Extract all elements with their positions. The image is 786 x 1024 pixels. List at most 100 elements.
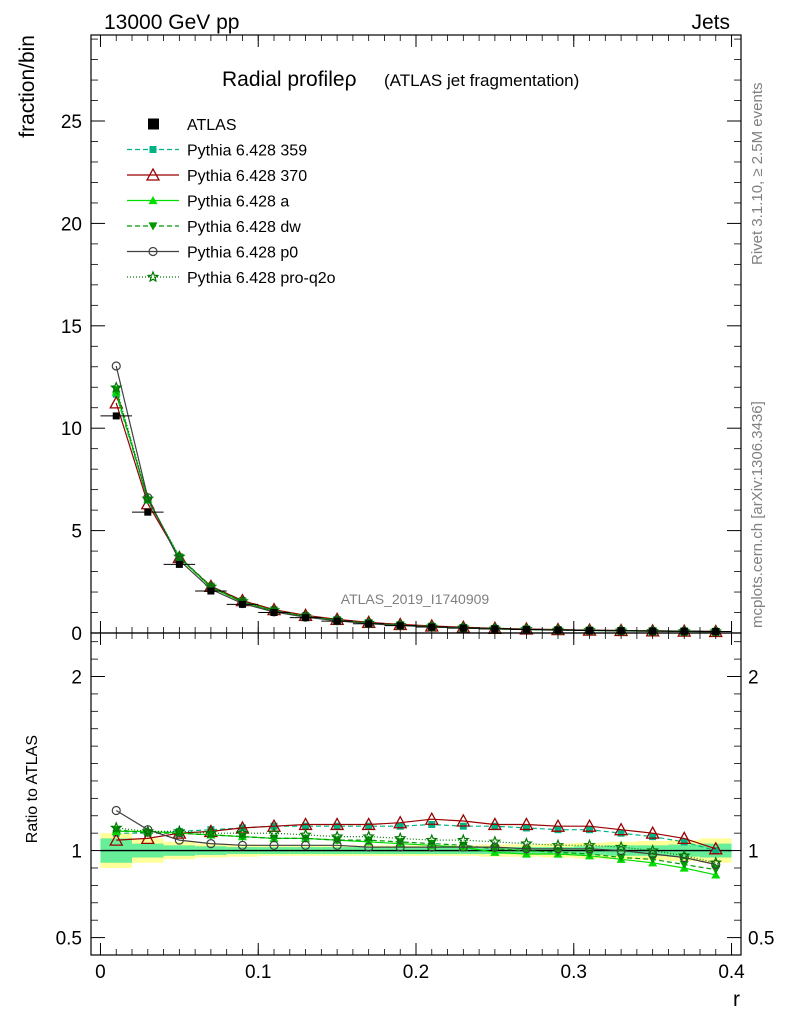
ratio-data-point	[458, 842, 468, 852]
ratio-data-point	[711, 859, 721, 870]
legend-entry: ATLAS	[148, 117, 237, 134]
legend-label: Pythia 6.428 p0	[187, 245, 298, 262]
ratio-data-point	[330, 829, 344, 843]
ratio-series-p370	[109, 811, 723, 855]
ratio-data-point	[522, 824, 530, 832]
ratio-data-point	[582, 818, 597, 832]
ratio-data-point	[332, 840, 342, 850]
header-energy-label: 13000 GeV pp	[104, 11, 239, 34]
ratio-data-point	[330, 817, 345, 831]
ratio-y-axis-label: Ratio to ATLAS	[24, 735, 41, 843]
ratio-data-point	[236, 826, 249, 839]
ratio-data-point	[300, 840, 311, 850]
y-tick-label: 10	[61, 419, 82, 440]
ratio-data-point	[299, 828, 312, 841]
data-point	[365, 620, 373, 628]
legend: ATLAS Pythia 6.428 359 Pythia 6.428 370 Pyt…	[127, 117, 336, 287]
legend-label: Pythia 6.428 370	[187, 168, 307, 185]
ratio-tick-label-right: 0.5	[748, 929, 774, 950]
ratio-tick-label-left: 1	[71, 842, 82, 863]
legend-label: Pythia 6.428 pro-q2o	[187, 270, 336, 287]
ratio-data-point	[680, 838, 688, 846]
legend-marker	[148, 246, 158, 257]
ratio-data-point	[617, 829, 625, 837]
ratio-data-point	[677, 831, 692, 845]
legend-marker	[149, 146, 157, 153]
ratio-data-point	[364, 842, 374, 852]
ratio-data-point	[393, 815, 408, 829]
ratio-data-point	[141, 824, 155, 837]
data-point	[333, 617, 341, 625]
ratio-data-point	[551, 838, 565, 851]
ratio-data-point	[583, 838, 596, 851]
ratio-data-point	[173, 824, 186, 837]
ratio-data-point	[646, 843, 659, 856]
analysis-watermark: ATLAS_2019_I1740909	[341, 591, 490, 607]
ratio-data-point	[302, 822, 310, 830]
ratio-data-point	[111, 805, 121, 816]
ratio-data-point	[554, 826, 562, 834]
ratio-data-point	[237, 840, 248, 850]
ratio-data-point	[109, 821, 123, 834]
ratio-data-point	[491, 822, 499, 830]
ratio-data-point	[204, 826, 218, 839]
legend-label: Pythia 6.428 dw	[187, 219, 301, 236]
x-tick-label: 0.4	[718, 962, 745, 983]
data-point	[302, 614, 310, 622]
x-tick-label: 0.1	[245, 962, 271, 983]
ratio-data-point	[396, 822, 404, 830]
ratio-series-pq2o	[109, 821, 723, 869]
x-tick-label: 0.2	[403, 962, 429, 983]
ratio-data-point	[267, 826, 281, 839]
ratio-data-point	[709, 856, 723, 869]
ratio-series-line	[115, 809, 716, 866]
ratio-data-point	[712, 847, 720, 855]
ratio-data-point	[174, 835, 184, 845]
data-point	[112, 412, 120, 420]
y-tick-label: 0	[71, 624, 82, 645]
legend-marker	[148, 196, 158, 205]
ratio-data-point	[206, 839, 216, 849]
ratio-data-point	[365, 822, 373, 830]
legend-label: Pythia 6.428 a	[187, 194, 289, 211]
y-tick-label: 15	[61, 317, 82, 338]
ratio-data-point	[457, 833, 470, 846]
header-process-label: Jets	[691, 11, 730, 34]
ratio-data-point	[394, 831, 407, 844]
ratio-data-point	[550, 818, 566, 832]
ratio-data-point	[519, 817, 534, 831]
legend-entry: Pythia 6.428 359	[127, 143, 307, 160]
ratio-data-point	[395, 842, 405, 852]
data-point	[175, 560, 183, 568]
ratio-data-point	[520, 837, 533, 850]
x-axis-label: r	[733, 988, 740, 1011]
ratio-data-point	[521, 844, 532, 854]
x-tick-label: 0	[95, 962, 106, 983]
ratio-data-point	[424, 811, 439, 825]
legend-marker	[148, 222, 158, 231]
data-point	[238, 600, 246, 608]
data-point	[207, 587, 215, 595]
ratio-data-point	[645, 825, 660, 839]
axes: 0 0.1 0.2 0.3 0.4 0 5 10 15 20 25 0.5 0.5 1 1 2 2	[56, 35, 774, 983]
ratio-data-point	[266, 818, 282, 832]
data-point	[144, 508, 152, 516]
data-point	[270, 609, 278, 617]
data-point	[396, 622, 404, 630]
ratio-data-point	[616, 853, 626, 863]
ratio-data-point	[677, 849, 691, 862]
ratio-data-point	[425, 833, 438, 846]
ratio-data-point	[584, 844, 595, 854]
ratio-data-point	[586, 826, 594, 834]
data-point	[111, 361, 121, 371]
ratio-data-point	[333, 822, 341, 830]
mcplots-reference-label: mcplots.cern.ch [arXiv:1306.3436]	[749, 401, 766, 628]
legend-marker	[148, 118, 159, 130]
legend-marker	[146, 270, 160, 283]
ratio-data-point	[427, 842, 437, 852]
ratio-data-point	[614, 822, 629, 836]
ratio-series-line	[116, 818, 716, 850]
ratio-tick-label-right: 2	[748, 668, 759, 689]
rivet-version-label: Rivet 3.1.10, ≥ 2.5M events	[749, 83, 766, 266]
